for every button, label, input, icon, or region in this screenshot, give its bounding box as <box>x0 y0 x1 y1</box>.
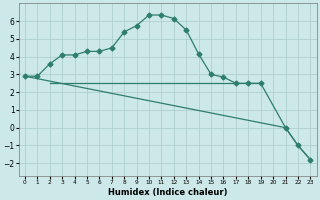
X-axis label: Humidex (Indice chaleur): Humidex (Indice chaleur) <box>108 188 228 197</box>
